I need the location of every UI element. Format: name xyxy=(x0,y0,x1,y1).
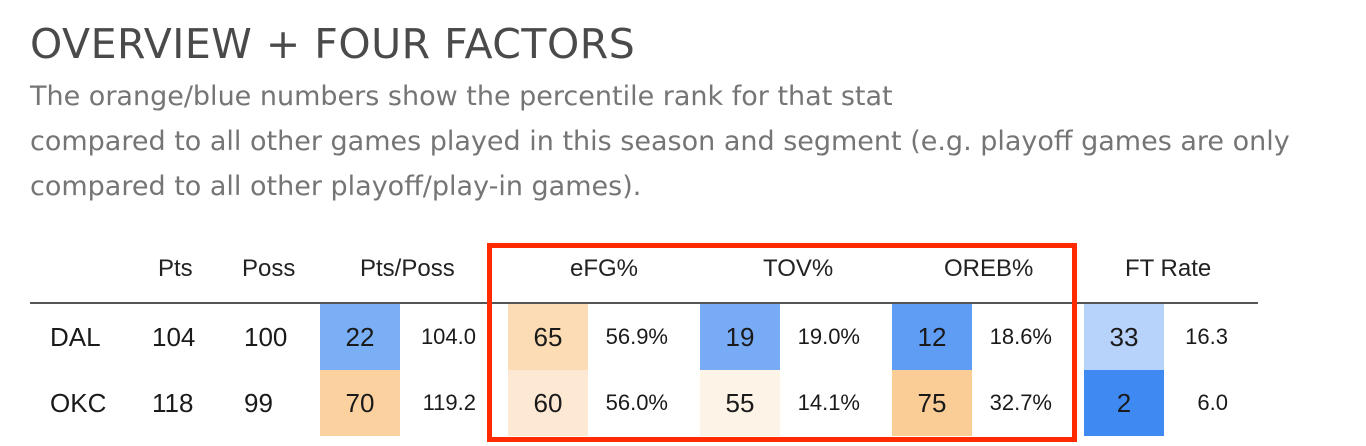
pts-value: 118 xyxy=(152,388,194,418)
header-tov: TOV% xyxy=(763,255,834,282)
poss-value: 100 xyxy=(244,322,288,352)
efg-percentile: 60 xyxy=(508,370,588,436)
ft-rate-value: 16.3 xyxy=(1185,324,1228,349)
tov-value: 19.0% xyxy=(797,324,860,349)
pts-poss-percentile: 70 xyxy=(320,370,400,436)
page-title: OVERVIEW + FOUR FACTORS xyxy=(30,20,636,68)
subtitle-line-2: compared to all other games played in th… xyxy=(30,126,1290,157)
poss-value: 99 xyxy=(244,388,273,418)
header-efg: eFG% xyxy=(570,255,639,282)
oreb-percentile: 12 xyxy=(892,304,972,370)
subtitle: The orange/blue numbers show the percent… xyxy=(30,74,1350,209)
table-header: Pts Poss Pts/Poss eFG% TOV% OREB% FT Rat… xyxy=(30,244,1258,304)
pts-poss-percentile: 22 xyxy=(320,304,400,370)
tov-percentile: 19 xyxy=(700,304,780,370)
table-row: DAL 104 100 22 104.0 65 56.9% 19 19.0% 1… xyxy=(30,304,1258,370)
header-pts: Pts xyxy=(158,255,193,282)
four-factors-table: Pts Poss Pts/Poss eFG% TOV% OREB% FT Rat… xyxy=(30,244,1258,436)
table-row: OKC 118 99 70 119.2 60 56.0% 55 14.1% 75… xyxy=(30,370,1258,436)
header-poss: Poss xyxy=(242,255,296,282)
oreb-value: 32.7% xyxy=(989,390,1052,415)
pts-poss-value: 104.0 xyxy=(420,324,476,349)
four-factors-highlight-box xyxy=(487,243,1077,442)
ft-rate-percentile: 33 xyxy=(1084,304,1164,370)
efg-value: 56.0% xyxy=(605,390,668,415)
subtitle-line-3: compared to all other playoff/play-in ga… xyxy=(30,171,642,202)
header-oreb: OREB% xyxy=(944,255,1034,282)
efg-percentile: 65 xyxy=(508,304,588,370)
pts-value: 104 xyxy=(152,322,196,352)
header-pts-poss: Pts/Poss xyxy=(360,255,455,282)
efg-value: 56.9% xyxy=(605,324,668,349)
team-name: DAL xyxy=(50,322,101,352)
subtitle-line-1: The orange/blue numbers show the percent… xyxy=(30,81,893,112)
team-name: OKC xyxy=(50,388,107,418)
oreb-value: 18.6% xyxy=(989,324,1052,349)
tov-value: 14.1% xyxy=(797,390,860,415)
pts-poss-value: 119.2 xyxy=(422,390,476,415)
header-ft-rate: FT Rate xyxy=(1125,255,1212,282)
oreb-percentile: 75 xyxy=(892,370,972,436)
ft-rate-value: 6.0 xyxy=(1197,390,1228,415)
tov-percentile: 55 xyxy=(700,370,780,436)
ft-rate-percentile: 2 xyxy=(1084,370,1164,436)
